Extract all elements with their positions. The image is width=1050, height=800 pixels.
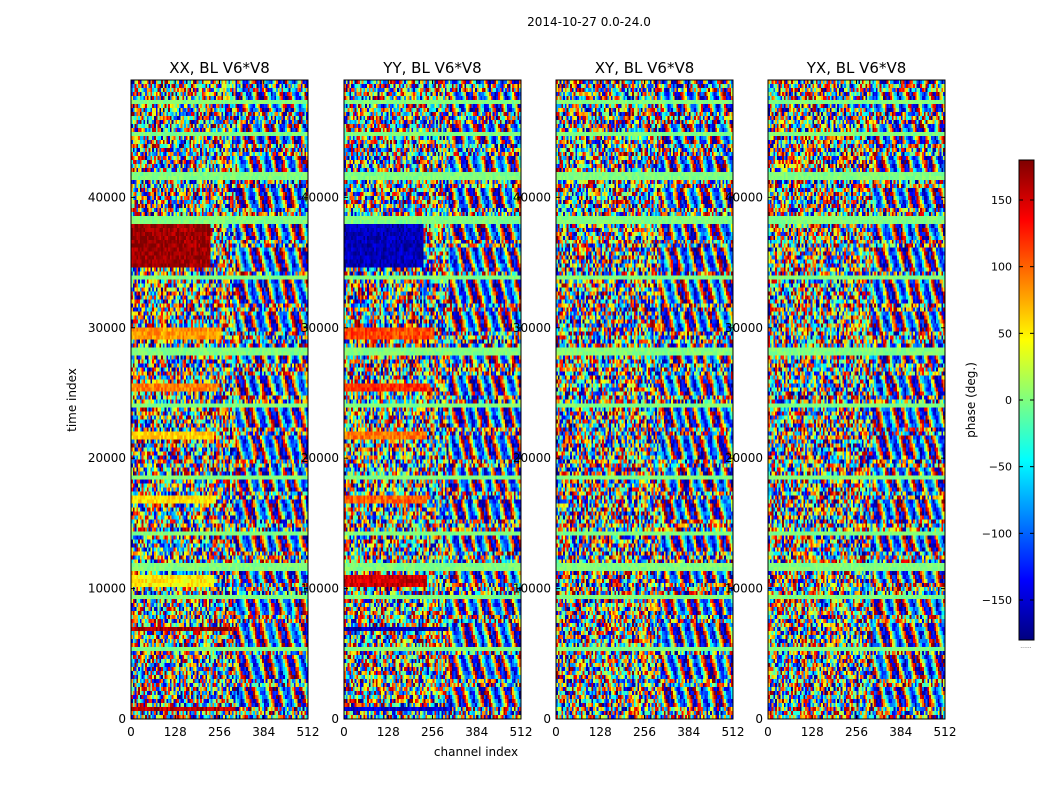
x-tick-label: 384 <box>677 725 700 739</box>
colorbar-below-note: ...... <box>1020 643 1032 650</box>
x-tick-label: 256 <box>633 725 656 739</box>
panel-yx: YX, BL V6*V8 0 128 256 384 512 0 10000 20000 3000… <box>725 59 957 739</box>
colorbar-tick-label: −100 <box>982 527 1012 540</box>
y-tick-label: 40000 <box>301 190 339 204</box>
colorbar-tick-label: −50 <box>989 461 1012 474</box>
panel-title: XY, BL V6*V8 <box>595 59 695 77</box>
y-tick-label: 30000 <box>301 321 339 335</box>
heatmap-image <box>344 80 521 719</box>
x-tick-label: 0 <box>340 725 348 739</box>
y-tick-label: 30000 <box>513 321 551 335</box>
panels: XX, BL V6*V8 0 128 256 384 512 0 10000 20000 3000… <box>88 59 957 739</box>
y-tick-label: 20000 <box>88 451 126 465</box>
y-tick-label: 40000 <box>725 190 763 204</box>
x-axis-label: channel index <box>434 745 518 759</box>
x-tick-label: 256 <box>421 725 444 739</box>
panel-title: XX, BL V6*V8 <box>169 59 270 77</box>
panel-title: YY, BL V6*V8 <box>382 59 481 77</box>
x-tick-label: 256 <box>208 725 231 739</box>
y-tick-label: 20000 <box>513 451 551 465</box>
x-tick-label: 0 <box>552 725 560 739</box>
y-tick-label: 0 <box>755 712 763 726</box>
x-tick-label: 384 <box>889 725 912 739</box>
y-tick-label: 10000 <box>725 582 763 596</box>
heatmap-image <box>131 80 308 719</box>
panel-title: YX, BL V6*V8 <box>806 59 907 77</box>
x-tick-label: 384 <box>252 725 275 739</box>
x-tick-label: 512 <box>934 725 957 739</box>
colorbar-tick-label: 150 <box>991 194 1012 207</box>
x-tick-label: 0 <box>764 725 772 739</box>
panel-xx: XX, BL V6*V8 0 128 256 384 512 0 10000 20000 3000… <box>88 59 320 739</box>
x-tick-label: 128 <box>589 725 612 739</box>
x-tick-label: 512 <box>510 725 533 739</box>
colorbar: −150 −100 −50 0 50 100 150 phase (deg.) ...... <box>964 159 1035 650</box>
y-tick-label: 10000 <box>513 582 551 596</box>
colorbar-ticks: −150 −100 −50 0 50 100 150 <box>982 194 1034 607</box>
colorbar-tick-label: 0 <box>1005 394 1012 407</box>
heatmap-image <box>768 80 945 719</box>
x-tick-label: 512 <box>722 725 745 739</box>
panel-xy: XY, BL V6*V8 0 128 256 384 512 0 10000 20000 3000… <box>513 59 745 739</box>
colorbar-tick-label: −150 <box>982 594 1012 607</box>
colorbar-tick-label: 100 <box>991 261 1012 274</box>
y-tick-label: 40000 <box>513 190 551 204</box>
x-tick-label: 512 <box>297 725 320 739</box>
x-tick-label: 256 <box>845 725 868 739</box>
y-tick-label: 0 <box>331 712 339 726</box>
panel-yy: YY, BL V6*V8 0 128 256 384 512 0 10000 20000 3000… <box>301 59 533 739</box>
colorbar-label: phase (deg.) <box>964 362 978 438</box>
heatmap-image <box>556 80 733 719</box>
colorbar-tick-label: 50 <box>998 327 1012 340</box>
y-tick-label: 30000 <box>88 321 126 335</box>
x-tick-label: 384 <box>465 725 488 739</box>
figure-title: 2014-10-27 0.0-24.0 <box>527 15 651 29</box>
y-tick-label: 0 <box>118 712 126 726</box>
y-tick-label: 30000 <box>725 321 763 335</box>
y-tick-label: 10000 <box>88 582 126 596</box>
y-tick-label: 10000 <box>301 582 339 596</box>
y-tick-label: 20000 <box>725 451 763 465</box>
x-tick-label: 0 <box>127 725 135 739</box>
x-tick-label: 128 <box>377 725 400 739</box>
y-tick-label: 0 <box>543 712 551 726</box>
y-tick-label: 20000 <box>301 451 339 465</box>
y-tick-label: 40000 <box>88 190 126 204</box>
x-tick-label: 128 <box>801 725 824 739</box>
x-tick-label: 128 <box>164 725 187 739</box>
y-axis-label: time index <box>65 368 79 432</box>
